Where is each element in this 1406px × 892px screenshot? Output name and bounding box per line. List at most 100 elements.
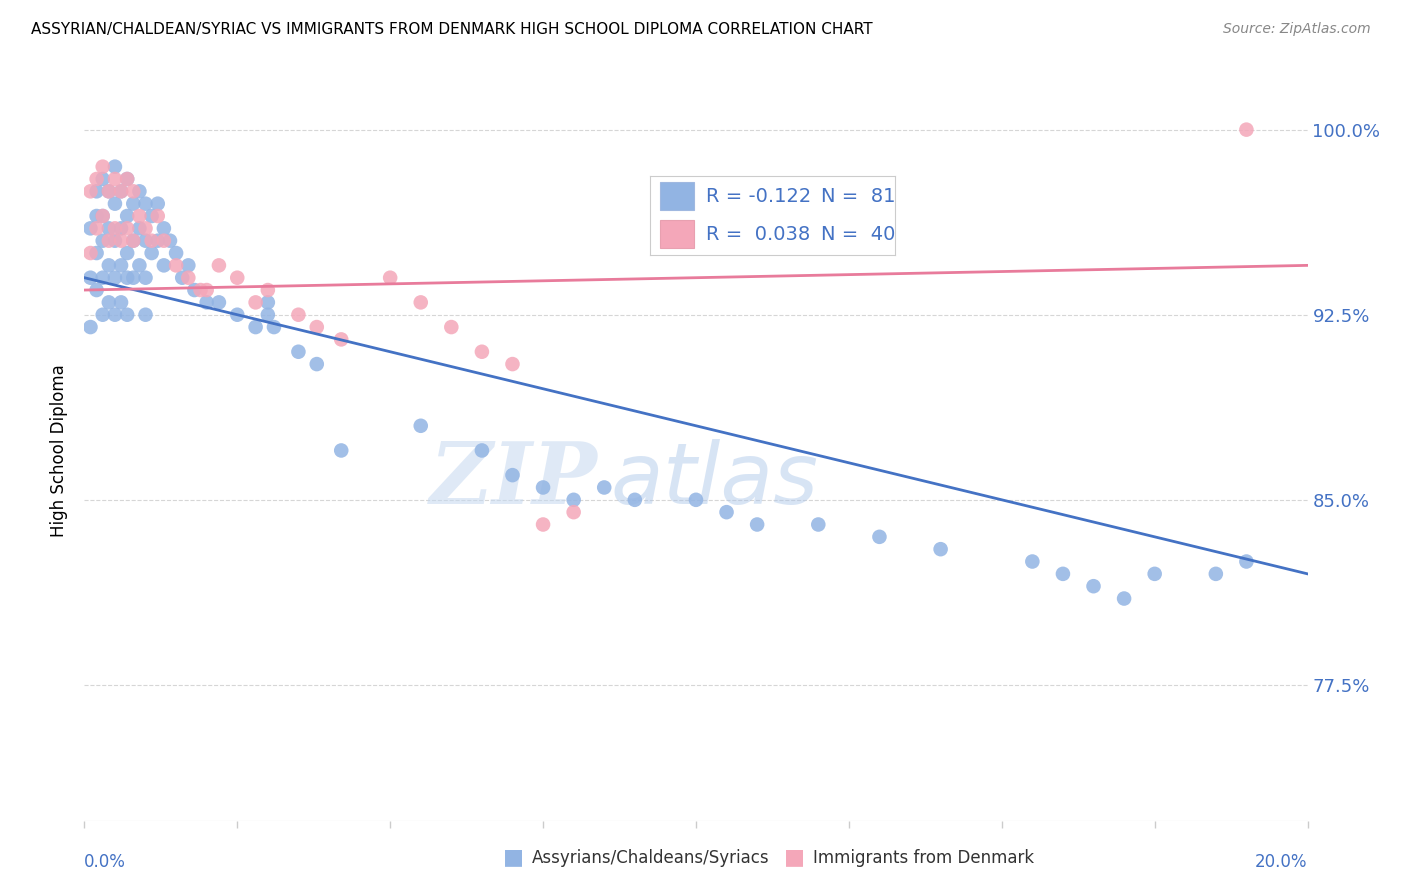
Point [146, 234, 169, 248]
Point [79, 185, 101, 199]
Point [122, 185, 145, 199]
Text: ZIP: ZIP [430, 438, 598, 522]
Point [86, 221, 108, 235]
Point [104, 196, 127, 211]
Point [1114, 591, 1136, 606]
Point [1143, 566, 1166, 581]
Point [226, 270, 249, 285]
Point [122, 234, 145, 248]
Point [1021, 555, 1043, 569]
Point [79, 270, 101, 285]
Point [869, 530, 891, 544]
Point [104, 172, 127, 186]
Point [79, 221, 101, 235]
Text: ■: ■ [503, 847, 523, 867]
Point [135, 196, 157, 211]
Point [747, 517, 769, 532]
Point [146, 209, 169, 223]
Point [471, 344, 494, 359]
Point [195, 295, 218, 310]
Point [110, 185, 132, 199]
Text: N =  81: N = 81 [821, 186, 896, 206]
Point [91, 209, 114, 223]
Point [115, 270, 138, 285]
Point [122, 234, 145, 248]
FancyBboxPatch shape [659, 220, 695, 248]
Point [1083, 579, 1105, 593]
Text: atlas: atlas [610, 439, 818, 522]
Point [135, 308, 157, 322]
Point [287, 308, 309, 322]
Text: N =  40: N = 40 [821, 225, 896, 244]
Point [502, 357, 524, 371]
Point [208, 259, 231, 273]
Point [183, 283, 205, 297]
Point [115, 308, 138, 322]
Point [110, 259, 132, 273]
Point [562, 492, 585, 507]
Point [409, 295, 432, 310]
FancyBboxPatch shape [659, 182, 695, 211]
Point [440, 320, 463, 334]
Point [135, 221, 157, 235]
Point [153, 259, 176, 273]
Point [1052, 566, 1074, 581]
Point [471, 443, 494, 458]
Point [91, 234, 114, 248]
Point [86, 209, 108, 223]
Point [115, 221, 138, 235]
Point [91, 308, 114, 322]
Text: Immigrants from Denmark: Immigrants from Denmark [813, 849, 1033, 867]
Point [263, 320, 285, 334]
Point [177, 259, 200, 273]
Text: Assyrians/Chaldeans/Syriacs: Assyrians/Chaldeans/Syriacs [531, 849, 769, 867]
Point [593, 481, 616, 495]
Point [562, 505, 585, 519]
Point [128, 221, 150, 235]
Point [97, 221, 120, 235]
Point [330, 443, 353, 458]
Point [135, 270, 157, 285]
Point [195, 283, 218, 297]
Point [86, 283, 108, 297]
Y-axis label: High School Diploma: High School Diploma [51, 364, 69, 537]
Point [97, 295, 120, 310]
Point [135, 234, 157, 248]
Point [245, 295, 267, 310]
Point [146, 196, 169, 211]
Text: ■: ■ [785, 847, 804, 867]
Point [172, 270, 194, 285]
Text: Source: ZipAtlas.com: Source: ZipAtlas.com [1223, 22, 1371, 37]
Point [226, 308, 249, 322]
Point [380, 270, 402, 285]
Point [104, 160, 127, 174]
Point [122, 196, 145, 211]
Point [115, 172, 138, 186]
Point [1205, 566, 1227, 581]
Text: 20.0%: 20.0% [1256, 853, 1308, 871]
Point [110, 234, 132, 248]
Point [716, 505, 738, 519]
Point [104, 221, 127, 235]
Point [104, 270, 127, 285]
Point [245, 320, 267, 334]
Point [1236, 555, 1258, 569]
Point [86, 246, 108, 260]
Point [110, 295, 132, 310]
Text: ASSYRIAN/CHALDEAN/SYRIAC VS IMMIGRANTS FROM DENMARK HIGH SCHOOL DIPLOMA CORRELAT: ASSYRIAN/CHALDEAN/SYRIAC VS IMMIGRANTS F… [31, 22, 873, 37]
Point [141, 209, 163, 223]
Point [624, 492, 647, 507]
Point [104, 234, 127, 248]
Point [165, 246, 187, 260]
Point [128, 259, 150, 273]
Point [79, 320, 101, 334]
Point [115, 246, 138, 260]
Point [531, 517, 554, 532]
Point [153, 221, 176, 235]
Point [141, 246, 163, 260]
Point [91, 209, 114, 223]
Point [110, 221, 132, 235]
Point [929, 542, 952, 557]
Point [91, 172, 114, 186]
Point [86, 172, 108, 186]
